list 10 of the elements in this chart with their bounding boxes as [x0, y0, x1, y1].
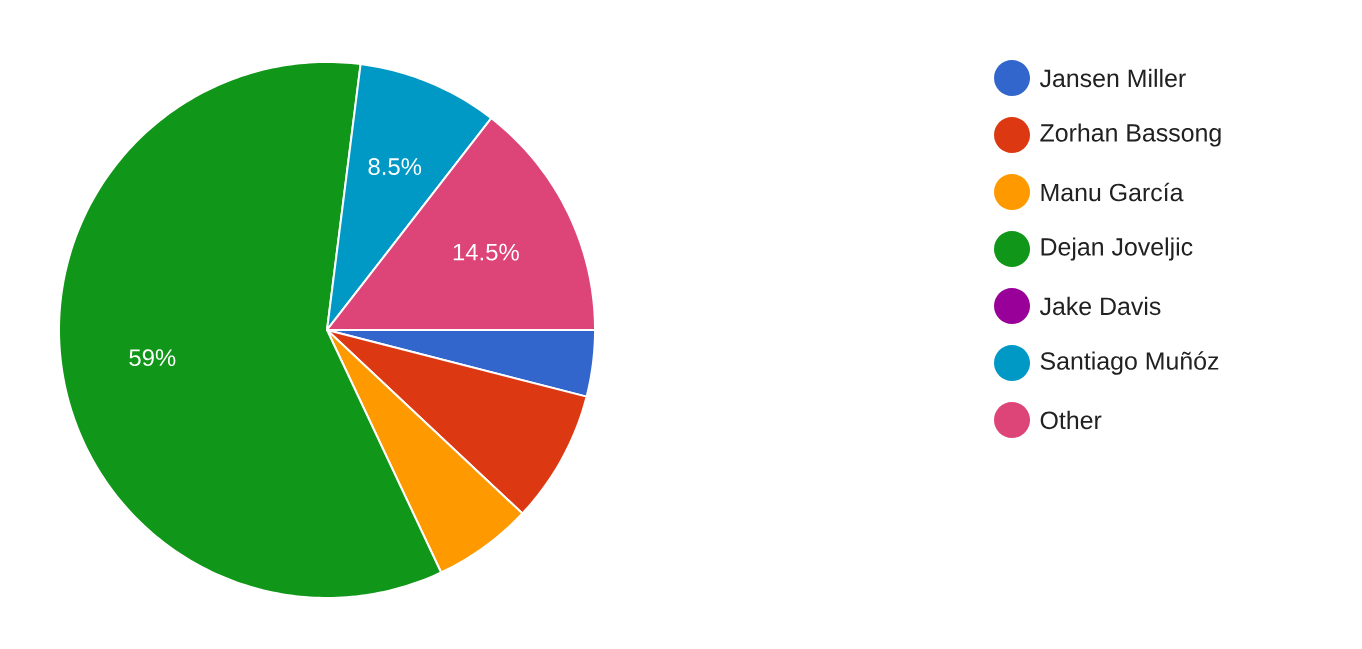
legend-label: Santiago Muñóz [1040, 351, 1219, 375]
legend-label: Manu García [1041, 182, 1184, 202]
data-label: 14.5% [453, 243, 519, 261]
legend-label: Other [1040, 410, 1102, 430]
legend-label: Jake Davis [1039, 296, 1161, 316]
legend-label: Jansen Miller [1039, 68, 1186, 88]
legend-label: Dejan Joveljic [1041, 237, 1193, 261]
data-label: 59% [129, 349, 176, 367]
data-label: 8.5% [368, 158, 422, 176]
legend-label: Zorhan Bassong [1040, 123, 1221, 147]
